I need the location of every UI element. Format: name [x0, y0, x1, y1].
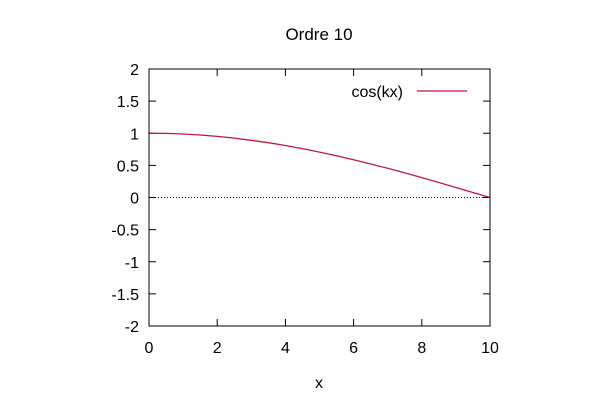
x-tick-label: 6 — [349, 340, 358, 357]
chart-title: Ordre 10 — [285, 25, 352, 44]
x-tick-label: 10 — [481, 340, 499, 357]
x-tick-label: 4 — [281, 340, 290, 357]
x-tick-label: 8 — [417, 340, 426, 357]
series-group — [148, 132, 491, 199]
x-axis-label: x — [315, 375, 323, 392]
y-tick-label: 1 — [130, 126, 139, 143]
x-tick-label: 0 — [145, 340, 154, 357]
y-tick-label: 1.5 — [117, 94, 139, 111]
legend: cos(kx) — [351, 84, 467, 101]
y-tick-label: -0.5 — [111, 223, 139, 240]
y-tick-label: -2 — [125, 319, 139, 336]
y-tick-label: 2 — [130, 62, 139, 79]
x-tick-label: 2 — [213, 340, 222, 357]
y-tick-label: -1 — [125, 255, 139, 272]
series-line — [148, 132, 491, 199]
y-ticks-group: 2 1.5 1 0.5 0 -0.5 -1 -1.5 -2 — [111, 62, 490, 336]
legend-label: cos(kx) — [351, 84, 403, 101]
plot-frame — [148, 68, 491, 327]
y-tick-label: 0.5 — [117, 158, 139, 175]
y-tick-label: 0 — [130, 191, 139, 208]
y-tick-label: -1.5 — [111, 287, 139, 304]
x-ticks-group: 0 2 4 6 8 10 — [145, 69, 499, 357]
